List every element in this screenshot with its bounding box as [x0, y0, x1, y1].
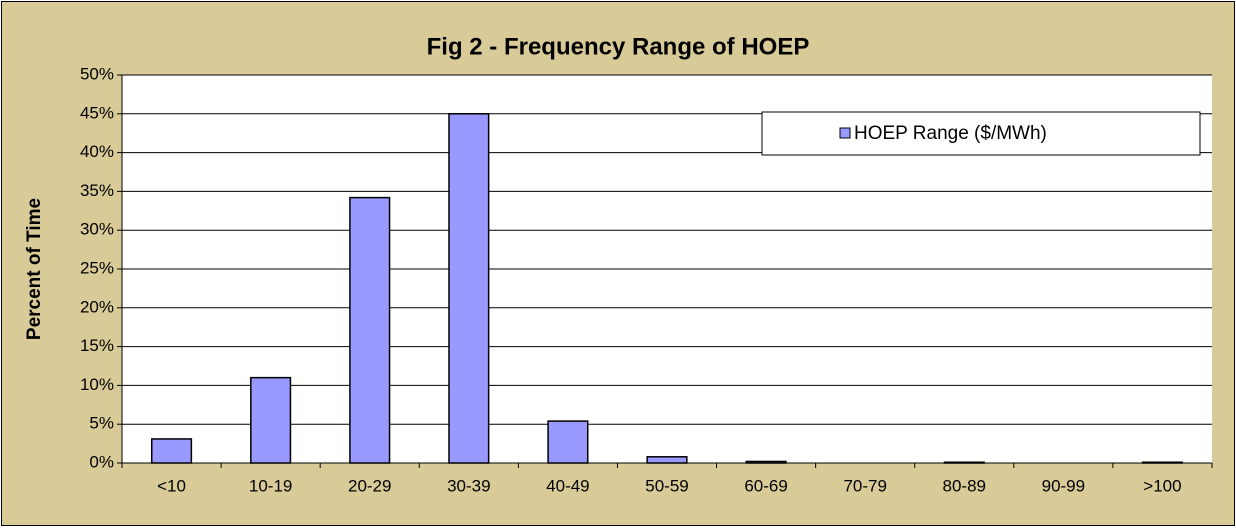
x-tick-label: 60-69 [744, 476, 787, 495]
chart-title: Fig 2 - Frequency Range of HOEP [427, 33, 810, 60]
x-tick-label: 10-19 [249, 476, 292, 495]
legend-swatch [839, 127, 851, 139]
bar [943, 461, 985, 464]
bar [646, 456, 688, 464]
x-tick-label: 40-49 [546, 476, 589, 495]
x-tick-label: 90-99 [1042, 476, 1085, 495]
y-tick-label: 10% [80, 375, 114, 394]
y-tick-label: 45% [80, 103, 114, 122]
x-tick-label: >100 [1143, 476, 1181, 495]
legend-label: HOEP Range ($/MWh) [854, 123, 1047, 144]
y-tick-label: 0% [89, 452, 114, 471]
x-tick-label: 50-59 [645, 476, 688, 495]
y-axis-label: Percent of Time [24, 198, 45, 340]
bar [448, 113, 490, 464]
bar [745, 460, 787, 464]
bar [150, 438, 193, 464]
bar [1141, 461, 1184, 464]
y-tick-label: 40% [80, 142, 114, 161]
y-tick-label: 50% [80, 64, 114, 83]
bar [349, 196, 391, 464]
y-tick-label: 25% [80, 258, 114, 277]
legend-box [761, 111, 1201, 156]
bar [250, 376, 292, 464]
y-tick-label: 35% [80, 181, 114, 200]
y-tick-label: 15% [80, 336, 114, 355]
y-tick-label: 30% [80, 220, 114, 239]
x-tick-label: <10 [157, 476, 186, 495]
y-tick-label: 20% [80, 297, 114, 316]
x-tick-label: 80-89 [943, 476, 986, 495]
bar [547, 420, 589, 464]
y-tick-label: 5% [89, 414, 114, 433]
x-tick-label: 30-39 [447, 476, 490, 495]
x-tick-label: 70-79 [843, 476, 886, 495]
x-tick-label: 20-29 [348, 476, 391, 495]
